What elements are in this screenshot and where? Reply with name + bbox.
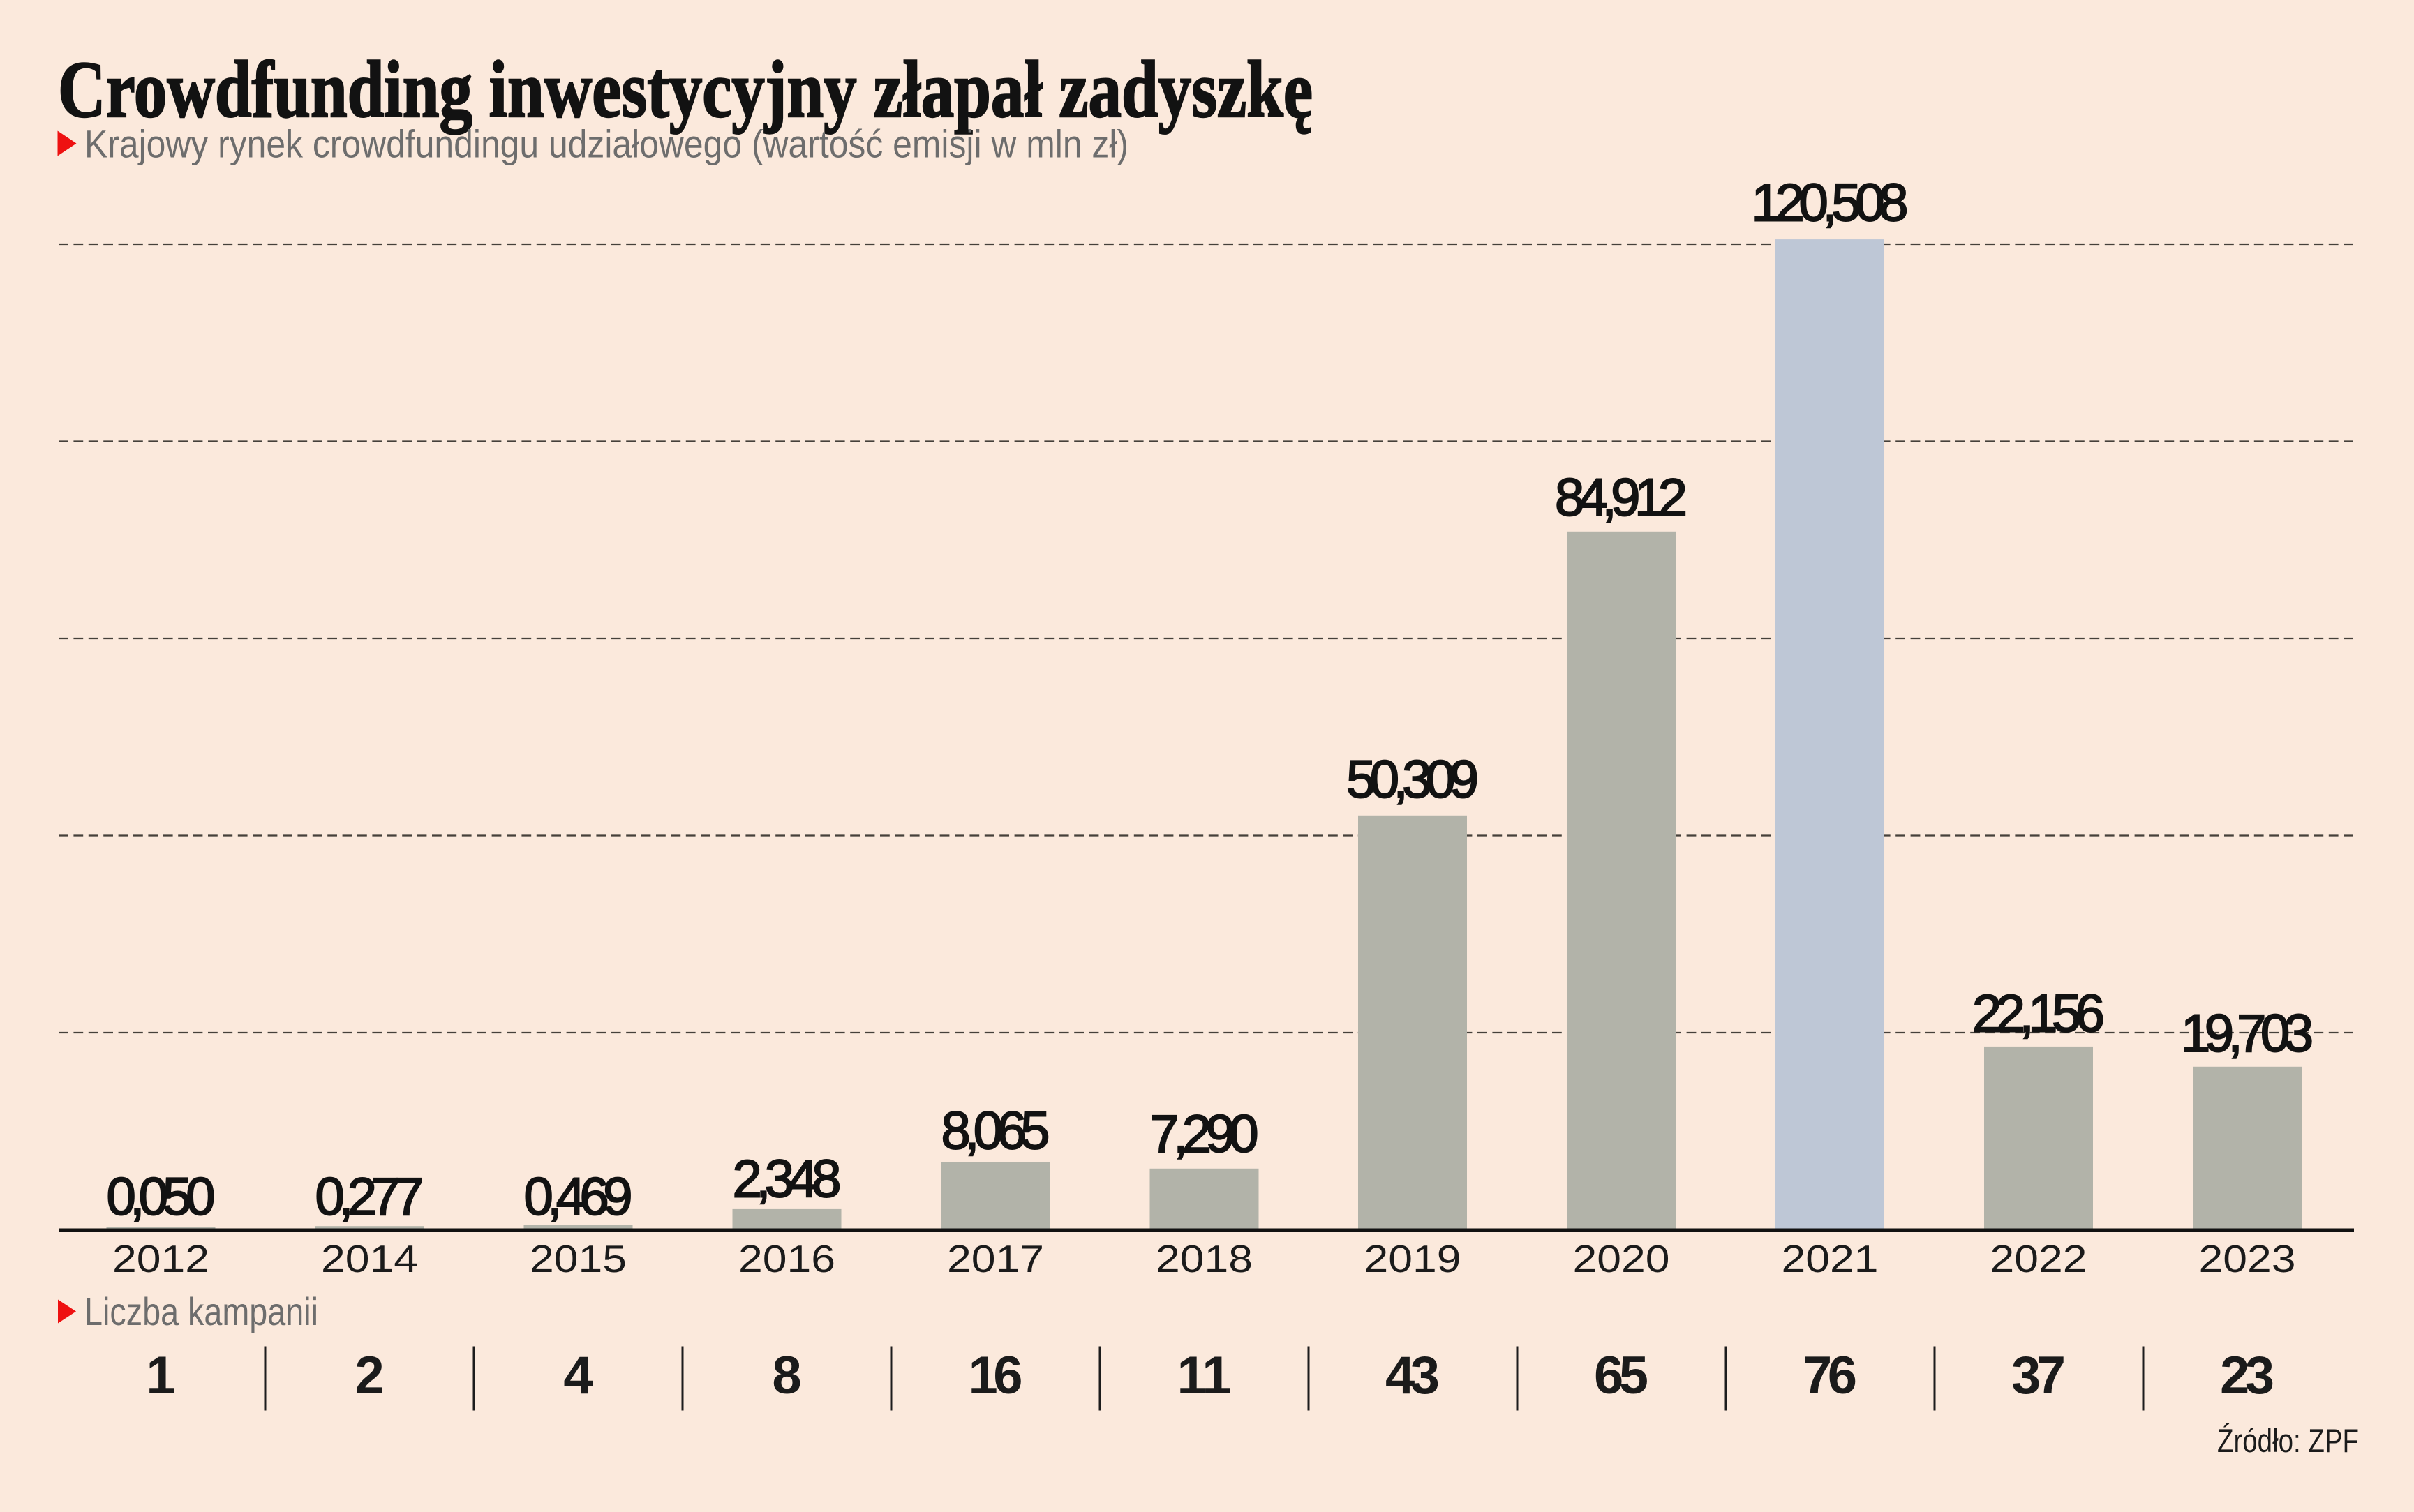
svg-text:Krajowy rynek crowdfundingu ud: Krajowy rynek crowdfundingu udziałowego … [84,122,1128,166]
svg-text:2: 2 [355,1346,384,1405]
svg-text:0,469: 0,469 [524,1167,633,1227]
svg-text:37: 37 [2011,1346,2066,1405]
svg-text:4: 4 [563,1346,593,1405]
svg-text:2017: 2017 [947,1238,1044,1280]
svg-text:2021: 2021 [1782,1238,1879,1280]
svg-text:Liczba kampanii: Liczba kampanii [84,1289,318,1333]
svg-text:0,050: 0,050 [107,1167,216,1227]
svg-text:8,065: 8,065 [941,1101,1050,1160]
svg-text:2018: 2018 [1156,1238,1253,1280]
svg-text:2,348: 2,348 [733,1149,842,1208]
svg-text:2020: 2020 [1573,1238,1670,1280]
svg-text:1: 1 [146,1346,175,1405]
svg-text:2023: 2023 [2199,1238,2296,1280]
svg-text:7,290: 7,290 [1150,1105,1259,1164]
svg-text:2019: 2019 [1364,1238,1461,1280]
svg-text:76: 76 [1803,1346,1857,1405]
svg-text:2016: 2016 [738,1238,835,1280]
svg-text:50,309: 50,309 [1346,750,1479,809]
svg-text:43: 43 [1385,1346,1440,1405]
svg-text:19,703: 19,703 [2181,1004,2314,1063]
svg-text:Crowdfunding inwestycyjny złap: Crowdfunding inwestycyjny złapał zadyszk… [58,45,1313,134]
svg-text:8: 8 [772,1346,801,1405]
svg-text:2015: 2015 [530,1238,627,1280]
svg-text:2022: 2022 [1990,1238,2087,1280]
svg-text:22,156: 22,156 [1972,984,2105,1043]
svg-text:23: 23 [2220,1346,2274,1405]
svg-text:120,508: 120,508 [1752,174,1909,233]
svg-text:2012: 2012 [112,1238,209,1280]
svg-text:0,277: 0,277 [315,1167,424,1227]
svg-text:2014: 2014 [321,1238,418,1280]
svg-text:16: 16 [969,1346,1023,1405]
svg-text:84,912: 84,912 [1555,468,1687,527]
svg-text:Źródło: ZPF: Źródło: ZPF [2217,1422,2359,1459]
svg-text:65: 65 [1594,1346,1648,1405]
svg-text:11: 11 [1177,1346,1232,1405]
